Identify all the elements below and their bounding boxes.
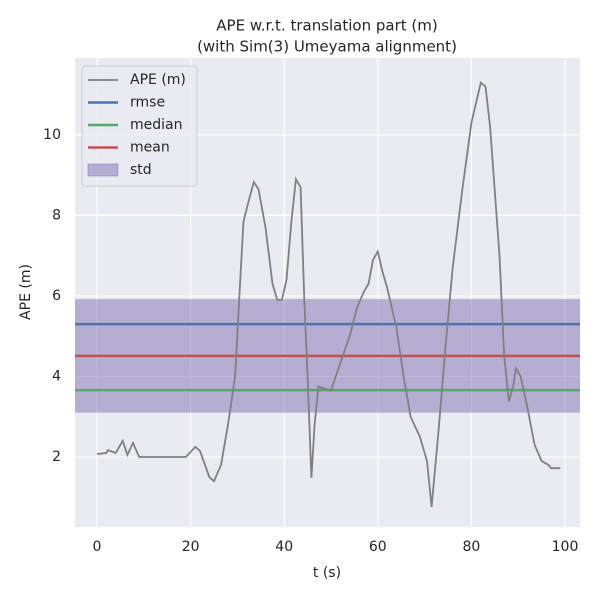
x-tick-label: 0 [93,539,102,555]
x-tick-label: 100 [552,539,579,555]
chart-subtitle: (with Sim(3) Umeyama alignment) [197,38,457,56]
legend: APE (m) rmse median mean std [81,65,198,187]
y-tick-label: 2 [52,449,61,465]
y-tick-label: 6 [52,288,61,304]
x-tick-label: 80 [463,539,481,555]
legend-label: std [130,162,152,178]
legend-label: median [130,117,182,133]
data-line [96,80,561,507]
chart-title: APE w.r.t. translation part (m) [216,17,437,35]
y-tick-label: 10 [43,127,61,143]
x-axis-label: t (s) [313,565,341,581]
y-tick-label: 8 [52,207,61,223]
legend-label: rmse [130,95,165,111]
x-tick-label: 40 [275,539,293,555]
marks [75,80,580,507]
y-tick-label: 4 [52,368,61,384]
x-tick-label: 20 [182,539,200,555]
legend-swatch [87,163,119,177]
x-tick-label: 60 [369,539,387,555]
legend-label: APE (m) [130,72,186,88]
legend-label: mean [130,140,170,156]
legend-box [81,65,198,187]
y-axis-label: APE (m) [18,264,34,320]
